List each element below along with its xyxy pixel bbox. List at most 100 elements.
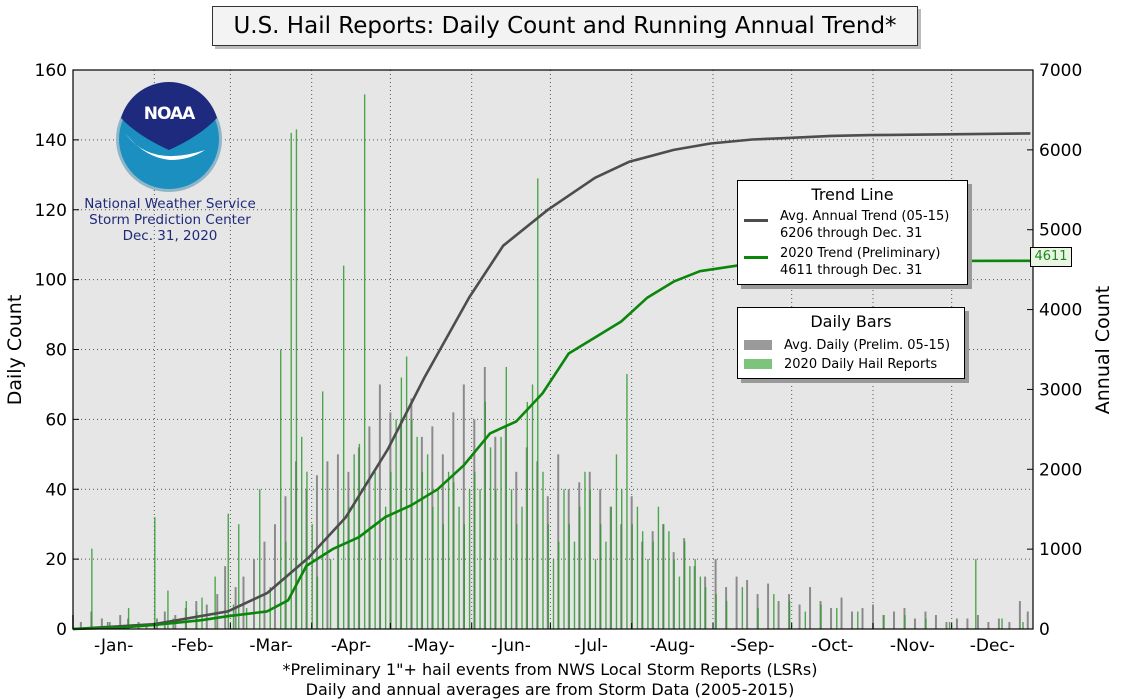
cur-daily-bar [154,517,156,629]
cur-daily-bar [579,506,581,629]
cur-daily-bar [91,548,93,629]
cur-daily-bar [458,506,460,629]
cur-daily-bar [668,531,670,629]
cur-daily-bar [857,611,859,629]
avg-daily-bar [966,618,969,629]
cur-daily-bar [626,373,628,629]
cur-daily-bar [269,587,271,629]
avg-daily-bar [1018,601,1021,629]
avg-daily-bar [861,608,864,629]
cur-daily-bar [689,566,691,629]
cur-daily-bar [673,559,675,629]
footnote-line-1: *Preliminary 1"+ hail events from NWS Lo… [282,660,818,679]
cur-daily-bar [301,436,303,629]
avg-daily-bar [872,604,874,629]
x-month-label: -Sep- [730,636,774,656]
cur-daily-bar [395,419,397,629]
credit-line-1: National Weather Service [84,196,256,212]
cur-daily-bar [594,559,597,629]
avg-daily-swatch [744,340,772,350]
avg-daily-bar [224,566,227,629]
cur-daily-bar [484,401,486,629]
cur-daily-bar [584,471,586,629]
avg-daily-bar [462,384,465,629]
avg-daily-bar [945,622,948,629]
cur-daily-label: 2020 Daily Hail Reports [784,357,938,372]
cur-daily-bar [342,265,345,629]
cur-daily-bar [495,489,497,629]
cur-daily-bar [647,559,649,629]
cur-daily-bar [510,489,513,629]
legend-avg-trend: Avg. Annual Trend (05-15) 6206 through D… [744,208,949,242]
avg-daily-bar [976,615,979,629]
y2-tick-label: 5000 [1039,221,1082,241]
avg-daily-bar [735,576,738,629]
cur-daily-bar [505,366,507,629]
avg-daily-bar [145,625,148,629]
y-tick-label: 0 [56,620,67,640]
cur-daily-bar [432,506,434,629]
avg-daily-label: Avg. Daily (Prelim. 05-15) [784,338,951,353]
end-value-label: 4611 [1030,247,1072,267]
cur-daily-bar [631,524,633,629]
y-tick-label: 80 [45,341,67,361]
noaa-logo-icon [116,82,222,192]
avg-daily-bar [216,594,219,629]
cur-daily-bar [379,559,382,629]
cur-daily-bar [636,506,639,629]
avg-daily-bar [326,461,329,629]
avg-trend-label-1: Avg. Annual Trend (05-15) [780,209,950,224]
chart-title: U.S. Hail Reports: Daily Count and Runni… [233,13,897,39]
cur-daily-bar [589,489,591,629]
cur-daily-bar [348,506,350,629]
cur-trend-label-2: 4611 through Dec. 31 [780,263,923,278]
cur-daily-bar [201,597,203,629]
avg-trend-label-2: 6206 through Dec. 31 [780,226,923,241]
x-month-label: -Nov- [890,636,935,656]
cur-daily-bar [641,531,644,629]
cur-daily-bar [369,531,371,629]
y2-tick-label: 2000 [1039,460,1082,480]
cur-daily-bar [329,559,332,629]
legend-avg-daily: Avg. Daily (Prelim. 05-15) [744,337,950,354]
cur-daily-bar [259,489,261,629]
footnote-line-2: Daily and annual averages are from Storm… [305,680,795,699]
cur-daily-bar [904,615,906,629]
cur-daily-bar [573,541,576,629]
noaa-logo-text: NOAA [143,104,196,124]
y-tick-label: 40 [45,480,67,500]
y-tick-label: 100 [35,271,67,291]
cur-trend-label-1: 2020 Trend (Preliminary) [780,246,941,261]
cur-daily-bar [285,541,287,629]
avg-daily-bar [263,541,266,629]
title-box: U.S. Hail Reports: Daily Count and Runni… [212,6,918,46]
avg-daily-bar [119,615,122,629]
y2-tick-label: 1000 [1039,540,1082,560]
cur-daily-bar [516,524,518,629]
cur-daily-bar [552,559,555,629]
avg-daily-bar [767,583,770,629]
cur-daily-bar [442,524,445,629]
avg-daily-bar [253,559,255,629]
cur-daily-bar [558,541,560,629]
cur-daily-bar [715,594,717,629]
cur-daily-bar [321,391,324,629]
y-tick-label: 120 [35,201,67,221]
cur-daily-bar [437,489,439,629]
cur-daily-bar [521,506,523,629]
cur-daily-bar [600,524,602,629]
cur-daily-bar [615,454,618,629]
cur-daily-bar [568,524,570,629]
avg-daily-bar [746,580,749,629]
credit-line-3: Dec. 31, 2020 [122,228,218,244]
cur-daily-bar [820,604,822,629]
avg-daily-bar [777,601,780,629]
y-axis-label-right: Annual Count [1092,286,1114,415]
cur-daily-bar [405,356,408,629]
cur-daily-bar [390,471,392,629]
y2-tick-label: 0 [1039,620,1050,640]
cur-daily-bar [948,622,951,629]
cur-daily-bar [453,482,455,629]
cur-daily-bar [185,601,187,629]
cur-daily-bar [975,559,977,629]
